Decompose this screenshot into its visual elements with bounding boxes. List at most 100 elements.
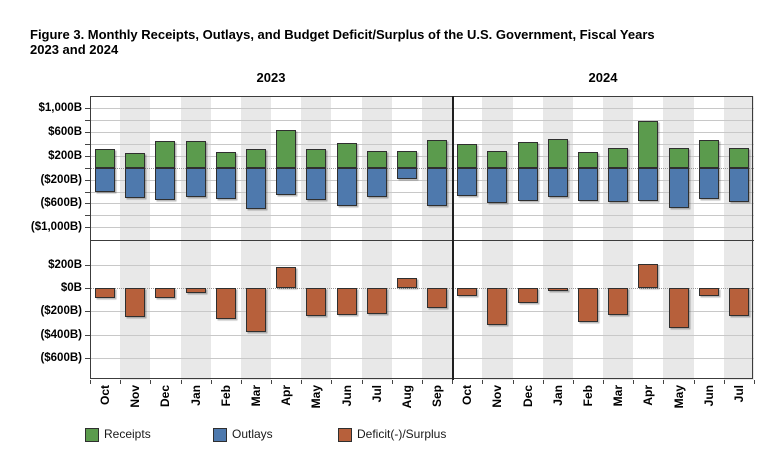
x-tick <box>271 380 273 384</box>
deficit-surplus-bar <box>125 288 146 317</box>
receipts-bar <box>457 143 478 168</box>
month-label: Feb <box>218 385 233 407</box>
zero-line-top <box>90 167 754 169</box>
deficit-surplus-bar <box>306 288 327 316</box>
month-label: Dec <box>158 385 173 408</box>
outlays-bar <box>668 167 689 208</box>
receipts-bar <box>487 151 508 168</box>
month-label: Jul <box>731 385 746 403</box>
month-label: Mar <box>611 385 626 407</box>
receipts-bar <box>728 148 749 168</box>
gridline-top <box>90 179 754 181</box>
deficit-surplus-bar <box>427 288 448 308</box>
receipts-bar <box>336 142 357 168</box>
month-label: Mar <box>249 385 263 407</box>
month-label: Jun <box>701 385 716 407</box>
x-tick <box>120 380 122 384</box>
x-tick <box>572 380 574 384</box>
month-label: May <box>671 385 686 409</box>
receipts-bar <box>427 139 448 168</box>
receipts-bar <box>246 149 266 168</box>
outlays-bar <box>487 167 508 203</box>
deficit-surplus-bar <box>638 263 659 288</box>
outlays-bar <box>638 167 659 202</box>
y-tick-bottom <box>85 311 90 313</box>
gridline-top <box>90 155 754 157</box>
deficit-surplus-bar <box>396 277 417 288</box>
outlays-bar <box>547 167 568 198</box>
month-label: Oct <box>460 385 475 406</box>
receipts-bar <box>306 149 327 168</box>
y-tick-bottom <box>85 264 90 266</box>
figure-title: Figure 3. Monthly Receipts, Outlays, and… <box>30 27 760 57</box>
gridline-top <box>90 227 754 229</box>
month-label: Jul <box>369 385 384 403</box>
outlays-bar <box>698 167 719 200</box>
outlays-bar <box>728 167 749 202</box>
y-tick-top <box>85 203 90 205</box>
legend-label-deficit-surplus: Deficit(-)/Surplus <box>357 427 447 441</box>
outlays-bar <box>125 167 146 198</box>
y-tick-bottom <box>85 357 90 359</box>
gridline-bottom <box>90 311 754 313</box>
deficit-surplus-bar <box>728 288 749 317</box>
receipts-bar <box>638 121 659 168</box>
receipts-bar <box>578 151 598 168</box>
receipts-bar <box>668 148 689 168</box>
month-label: Apr <box>641 385 656 406</box>
month-stripe <box>361 96 392 380</box>
chart-legend: Receipts Outlays Deficit(-)/Surplus <box>0 427 780 447</box>
x-tick <box>542 380 544 384</box>
y-axis-label-top: $600B <box>48 125 82 138</box>
outlays-bar <box>457 167 478 196</box>
deficit-surplus-bar <box>608 288 629 316</box>
outlays-bar <box>517 167 538 201</box>
zero-line-bottom <box>90 288 754 289</box>
x-tick <box>301 380 303 384</box>
outlays-bar <box>185 167 206 197</box>
y-axis-label-top: $200B <box>48 149 82 162</box>
x-tick <box>452 380 454 384</box>
legend-item-receipts: Receipts <box>85 427 205 443</box>
x-tick <box>663 380 665 384</box>
figure-title-line2: 2023 and 2024 <box>30 42 119 57</box>
x-tick <box>331 380 333 384</box>
receipts-bar <box>396 150 417 168</box>
legend-item-outlays: Outlays <box>213 427 323 443</box>
month-stripe <box>301 96 332 380</box>
fiscal-year-divider <box>452 96 454 380</box>
x-tick <box>723 380 725 384</box>
y-axis-label-top: ($1,000B) <box>30 221 82 234</box>
y-tick-top <box>85 191 90 193</box>
y-tick-top <box>85 120 90 122</box>
month-label: Feb <box>581 385 595 407</box>
deficit-surplus-bar <box>336 288 357 315</box>
receipts-bar <box>155 140 176 168</box>
gridline-top <box>90 191 754 193</box>
outlays-bar <box>427 167 448 206</box>
month-label: Sep <box>430 385 445 408</box>
receipts-bar <box>608 147 629 168</box>
gridline-bottom <box>90 357 754 359</box>
deficit-surplus-bar <box>185 288 206 293</box>
fiscal-year-label-2024: 2024 <box>588 70 618 85</box>
y-tick-top <box>85 179 90 181</box>
month-stripe <box>482 96 513 380</box>
outlays-bar <box>246 167 266 209</box>
deficit-surplus-swatch <box>338 428 352 442</box>
month-label: Nov <box>490 385 505 408</box>
x-tick <box>210 380 212 384</box>
y-axis-label-bottom: $0B <box>60 282 82 294</box>
outlays-bar <box>306 167 327 201</box>
y-tick-top <box>85 143 90 145</box>
y-axis-label-top: $1,000B <box>38 102 82 115</box>
outlays-bar <box>276 167 297 196</box>
gridline-top <box>90 143 754 145</box>
y-tick-top <box>85 131 90 133</box>
x-tick <box>603 380 605 384</box>
x-tick <box>693 380 695 384</box>
receipts-bar <box>517 142 538 168</box>
outlays-bar <box>336 167 357 207</box>
deficit-surplus-bar <box>698 288 719 296</box>
